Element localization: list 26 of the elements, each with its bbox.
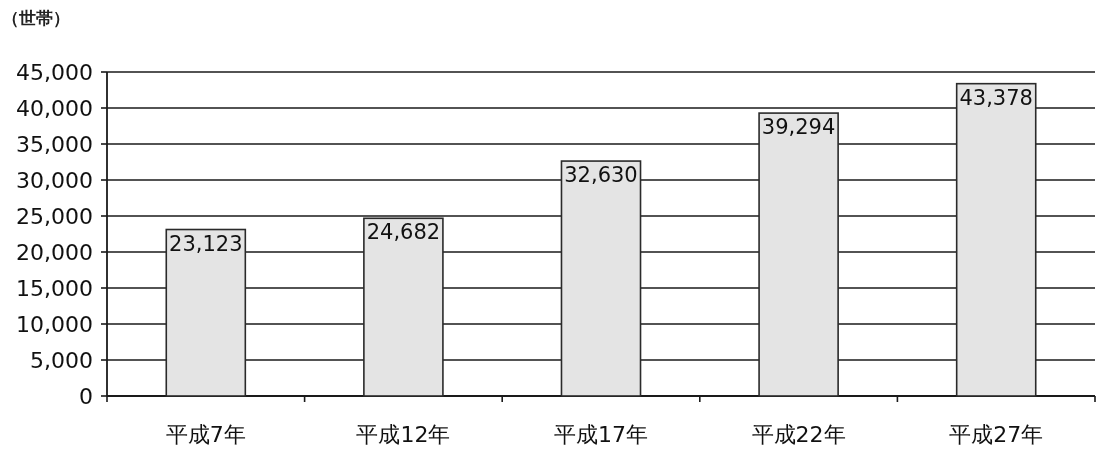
y-tick-label: 35,000 <box>16 132 93 157</box>
x-tick-label: 平成7年 <box>165 422 246 447</box>
data-label: 43,378 <box>959 85 1033 110</box>
data-label: 23,123 <box>169 231 243 256</box>
y-tick-label: 20,000 <box>16 240 93 265</box>
bar <box>955 82 1037 397</box>
bar <box>560 160 642 397</box>
x-tick-label: 平成27年 <box>949 422 1044 447</box>
y-tick-label: 15,000 <box>16 276 93 301</box>
x-tick-label: 平成22年 <box>751 422 846 447</box>
y-tick-label: 40,000 <box>16 96 93 121</box>
bar <box>758 112 839 397</box>
data-label: 39,294 <box>761 115 836 140</box>
bar <box>363 217 444 397</box>
x-tick-label: 平成12年 <box>356 422 451 447</box>
data-label: 32,630 <box>564 163 638 188</box>
bar <box>165 228 247 397</box>
y-tick-label: 25,000 <box>16 204 93 229</box>
y-tick-label: 0 <box>79 384 93 409</box>
y-tick-label: 30,000 <box>16 168 93 193</box>
x-tick-label: 平成17年 <box>554 422 648 447</box>
y-tick-label: 5,000 <box>30 348 93 373</box>
y-tick-label: 45,000 <box>16 60 93 85</box>
y-axis-title: （世帯） <box>2 8 70 28</box>
data-label: 24,682 <box>366 220 441 245</box>
y-tick-label: 10,000 <box>16 312 93 337</box>
